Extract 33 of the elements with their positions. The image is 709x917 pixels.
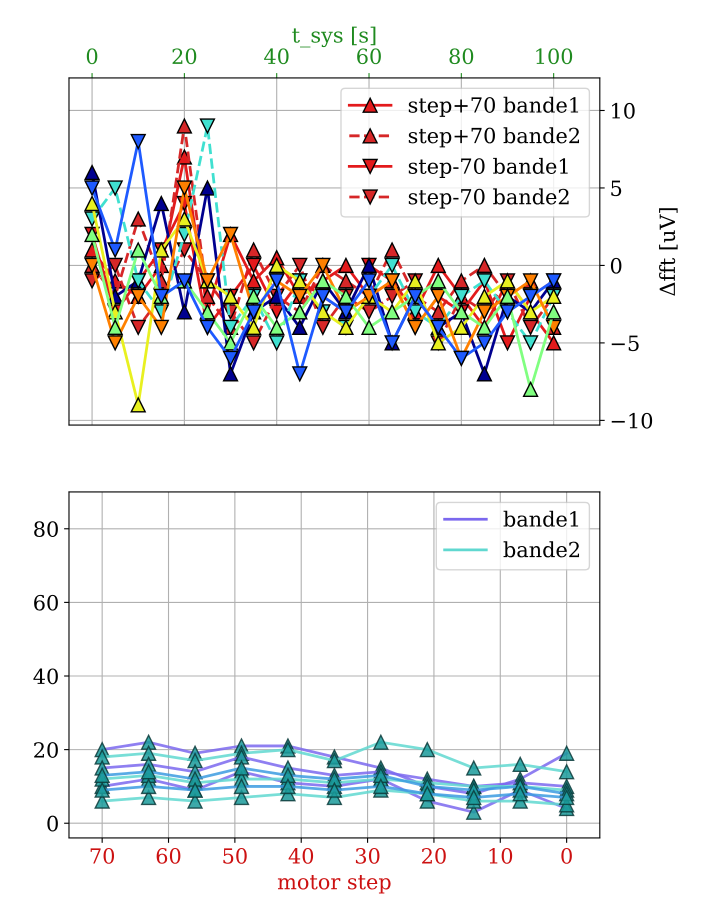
legend-label: step+70 bande2 <box>408 127 580 148</box>
y-tick-label: 80 <box>34 521 58 537</box>
legend-label: bande2 <box>504 541 580 558</box>
x-tick-label: 10 <box>490 848 512 864</box>
legend-label: step-70 bande2 <box>408 188 569 209</box>
x-axis-title: motor step <box>278 875 391 894</box>
y-tick-label: −10 <box>612 412 652 429</box>
y-tick-label: 5 <box>611 180 622 196</box>
legend-label: bande1 <box>504 510 578 527</box>
x-tick-label: 100 <box>536 48 572 64</box>
x-tick-label: 0 <box>86 48 98 64</box>
x-tick-label: 40 <box>288 848 314 864</box>
x-tick-label: 70 <box>90 848 114 864</box>
y-tick-label: 0 <box>610 258 622 274</box>
x-tick-label: 0 <box>561 848 572 864</box>
x-tick-label: 20 <box>172 48 196 64</box>
x-axis-title: t_sys [s] <box>292 26 376 48</box>
y-tick-label: 20 <box>34 742 58 758</box>
x-tick-label: 40 <box>264 48 289 64</box>
y-axis-title: Δfft [uV] <box>659 208 678 296</box>
y-tick-label: 0 <box>47 816 58 832</box>
x-tick-label: 30 <box>356 848 380 864</box>
y-tick-label: 60 <box>34 594 58 611</box>
x-tick-label: 60 <box>156 848 180 864</box>
x-tick-label: 50 <box>223 848 247 864</box>
x-tick-label: 20 <box>422 848 446 864</box>
y-tick-label: 40 <box>33 668 58 684</box>
y-tick-label: 10 <box>612 102 635 119</box>
legend-label: step-70 bande1 <box>408 158 568 178</box>
x-tick-label: 60 <box>357 48 381 64</box>
y-tick-label: −5 <box>612 336 639 352</box>
x-tick-label: 80 <box>449 48 474 64</box>
legend-label: step+70 bande1 <box>408 96 578 117</box>
